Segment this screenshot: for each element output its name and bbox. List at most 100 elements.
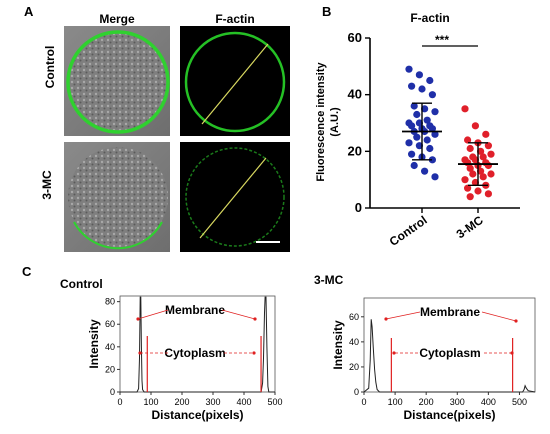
membrane-arrow [221, 309, 256, 320]
chart-b-axes: 0 20 40 60 Control 3-MC [348, 30, 520, 249]
data-point [405, 139, 413, 147]
data-point [471, 178, 479, 187]
data-point [477, 167, 485, 175]
cytoplasm-arrow-head [252, 351, 256, 355]
data-point [484, 142, 492, 150]
data-point [471, 156, 479, 164]
y-tick-label: 20 [349, 362, 359, 372]
data-point [428, 91, 436, 99]
x-tick-label: 100 [143, 397, 158, 407]
data-point [426, 76, 434, 85]
data-point [484, 190, 492, 198]
x-tick-label: 0 [117, 397, 122, 407]
data-point [477, 147, 485, 155]
data-point [466, 164, 474, 172]
image-merge-control [64, 26, 170, 136]
y-tick-label: 40 [105, 342, 115, 352]
merge-3mc-drawing [68, 147, 168, 250]
chart-b-ylabel-line2: (A.U.) [329, 107, 341, 137]
y-tick-label: 0 [355, 200, 362, 215]
membrane-arrow-head [253, 317, 257, 321]
data-point [408, 122, 416, 130]
scatter-chart-factin: F-actin 0 20 40 60 Control 3-MC Fluorescence … [315, 11, 520, 249]
row-label-control: Control [43, 45, 57, 89]
data-point [423, 116, 431, 124]
x-axis-label: Distance(pixels) [151, 408, 243, 422]
data-point [415, 71, 423, 79]
data-point [469, 170, 477, 178]
chart-c2-axes: 0 20 40 60 0 100 200 300 400 500 Distance(pixels) I… [331, 297, 536, 422]
col-header-factin: F-actin [215, 12, 255, 26]
membrane-arrow-head [384, 317, 388, 321]
data-point [421, 105, 429, 113]
line-chart-control: Control 0 20 40 60 80 0 100 200 300 400 500 Distanc… [60, 277, 283, 422]
data-point [487, 150, 495, 158]
factin-3mc-drawing [185, 147, 285, 247]
data-point [466, 144, 474, 153]
data-point [423, 136, 431, 144]
data-point [410, 102, 418, 110]
annotation-membrane: Membrane [420, 305, 480, 319]
image-factin-control [180, 26, 290, 136]
y-tick-label: 60 [348, 30, 362, 45]
cytoplasm-arrow-head [138, 351, 142, 355]
data-point [479, 153, 487, 161]
panel-label-c: C [22, 264, 32, 279]
membrane-arrow-head [136, 317, 140, 321]
x-tick-label: 300 [205, 397, 220, 407]
x-tick-label: 500 [267, 397, 282, 407]
chart-c1-annotations: Membrane Cytoplasm [136, 303, 262, 392]
cytoplasm-arrow-head [510, 351, 514, 355]
chart-c2-annotations: Membrane Cytoplasm [384, 305, 518, 392]
x-tick-label: 200 [174, 397, 189, 407]
y-axis-label: Intensity [331, 320, 345, 370]
data-point [471, 122, 479, 130]
x-tick-label: 500 [512, 397, 527, 407]
chart-c2-title: 3-MC [314, 273, 344, 287]
x-tick-label: 400 [481, 397, 496, 407]
data-point [461, 176, 469, 184]
y-tick-label: 20 [105, 364, 115, 374]
data-point [413, 133, 421, 141]
data-point [408, 82, 416, 90]
data-point [474, 187, 482, 195]
y-tick-label: 80 [105, 297, 115, 307]
y-tick-label: 60 [349, 312, 359, 322]
data-point [466, 193, 474, 201]
data-point [464, 184, 472, 192]
data-point [415, 142, 423, 150]
x-tick-label: 3-MC [454, 213, 486, 241]
chart-c1-title: Control [60, 277, 103, 291]
y-tick-label: 60 [105, 319, 115, 329]
chart-b-title: F-actin [410, 11, 449, 25]
y-axis-label: Intensity [87, 319, 101, 369]
data-point [410, 161, 418, 170]
data-point [431, 108, 439, 116]
data-point [415, 119, 423, 127]
chart-b-sig: *** [435, 33, 449, 47]
y-tick-label: 40 [349, 337, 359, 347]
data-point [413, 110, 421, 119]
image-factin-3mc [180, 142, 290, 252]
membrane-arrow [137, 309, 169, 320]
membrane-arrow [481, 311, 517, 322]
y-tick-label: 40 [348, 87, 362, 102]
image-merge-3mc [64, 142, 170, 252]
line-chart-3mc: 3-MC 0 20 40 60 0 100 200 300 400 500 Distance(pix… [314, 273, 536, 422]
x-axis-label: Distance(pixels) [403, 408, 495, 422]
x-tick-label: Control [387, 213, 430, 249]
panel-label-b: B [322, 4, 332, 19]
annotation-cytoplasm: Cytoplasm [419, 346, 480, 360]
panel-label-a: A [24, 4, 34, 19]
data-point [464, 136, 472, 144]
intensity-line [363, 319, 536, 393]
data-point [428, 156, 436, 164]
annotation-membrane: Membrane [165, 303, 225, 317]
data-point [479, 173, 487, 181]
x-tick-label: 0 [361, 397, 366, 407]
data-point [482, 130, 490, 138]
data-point [431, 130, 439, 138]
x-tick-label: 200 [419, 397, 434, 407]
merge-control-drawing [66, 30, 170, 134]
chart-c2-line [363, 319, 536, 393]
